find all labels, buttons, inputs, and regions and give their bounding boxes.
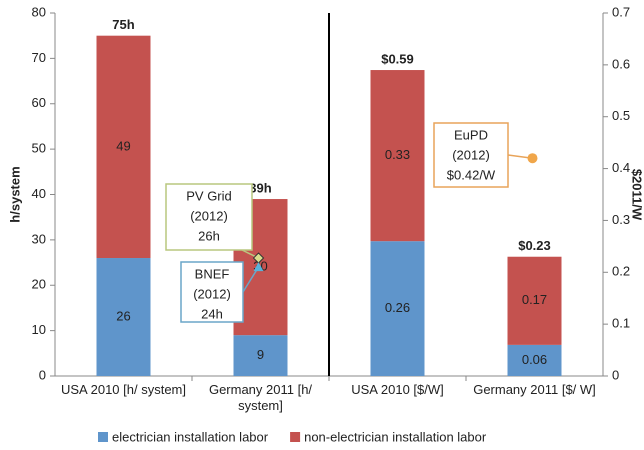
- annotation-text: $0.42/W: [447, 167, 496, 182]
- legend-label: electrician installation labor: [112, 429, 269, 444]
- x-tick-label-box: USA 2010 [h/ system]: [60, 382, 186, 397]
- y-axis-label: h/system: [7, 166, 22, 222]
- x-tick-label: Germany 2011 [h/ system]: [208, 382, 313, 413]
- data-label: 9: [257, 347, 264, 362]
- annotation-text: EuPD: [454, 127, 488, 142]
- annotation-text: (2012): [193, 286, 231, 301]
- y-tick-label: 30: [32, 231, 46, 246]
- annotation-connector: [242, 266, 260, 293]
- x-tick-label: USA 2010 [$/W]: [351, 382, 444, 397]
- y2-tick-label: 0.6: [612, 56, 630, 71]
- y2-tick-label: 0.4: [612, 160, 630, 175]
- bar-segment: [233, 335, 288, 376]
- total-label: $0.59: [381, 51, 414, 66]
- y2-tick-label: 0: [612, 367, 619, 382]
- annotation-box: [180, 261, 244, 323]
- y-tick-label: 70: [32, 50, 46, 65]
- y-tick-label: 50: [32, 141, 46, 156]
- y2-tick-label: 0.2: [612, 264, 630, 279]
- y2-tick-label: 0.1: [612, 316, 630, 331]
- y-tick-label: 0: [39, 367, 46, 382]
- y-tick-label: 10: [32, 322, 46, 337]
- annotation-text: (2012): [190, 208, 228, 223]
- annotation-text: BNEF: [195, 266, 230, 281]
- annotation-marker: [253, 262, 264, 272]
- data-label: 0.06: [522, 352, 547, 367]
- total-label: $0.23: [518, 238, 551, 253]
- bar-segment: [96, 258, 151, 376]
- x-tick-label-box: Germany 2011 [$/ W]: [473, 382, 596, 397]
- annotation-box: [433, 122, 509, 188]
- data-label: 26: [116, 308, 130, 323]
- total-label: 39h: [249, 180, 271, 195]
- x-tick-label: Germany 2011 [$/ W]: [473, 382, 596, 397]
- y2-tick-label: 0.7: [612, 4, 630, 19]
- annotation-text: (2012): [452, 147, 490, 162]
- legend-swatch: [98, 432, 108, 442]
- bar-segment: [507, 344, 562, 376]
- x-tick-label-box: Germany 2011 [h/ system]: [208, 382, 313, 413]
- bar-segment: [507, 256, 562, 345]
- y-tick-label: 20: [32, 277, 46, 292]
- y2-tick-label: 0.5: [612, 108, 630, 123]
- annotation-marker: [527, 153, 538, 164]
- y2-tick-label: 0.3: [612, 212, 630, 227]
- annotation-text: 26h: [198, 228, 220, 243]
- annotation-text: PV Grid: [186, 188, 232, 203]
- legend-swatch: [290, 432, 301, 442]
- bar-segment: [370, 241, 425, 376]
- total-label: 75h: [112, 17, 134, 32]
- x-tick-label-box: USA 2010 [$/W]: [351, 382, 444, 397]
- y2-axis-label: $2011/W: [630, 169, 644, 221]
- annotation-text: 24h: [201, 306, 223, 321]
- annotation-box: [165, 183, 253, 251]
- data-label: 0.33: [385, 147, 410, 162]
- y-tick-label: 80: [32, 4, 46, 19]
- bar-segment: [96, 35, 151, 259]
- bar-segment: [370, 70, 425, 242]
- y-tick-label: 60: [32, 95, 46, 110]
- data-label: 0.26: [385, 300, 410, 315]
- data-label: 0.17: [522, 292, 547, 307]
- x-tick-label: USA 2010 [h/ system]: [60, 382, 186, 397]
- y-tick-label: 40: [32, 186, 46, 201]
- legend-label: non-electrician installation labor: [304, 429, 487, 444]
- data-label: 49: [116, 138, 130, 153]
